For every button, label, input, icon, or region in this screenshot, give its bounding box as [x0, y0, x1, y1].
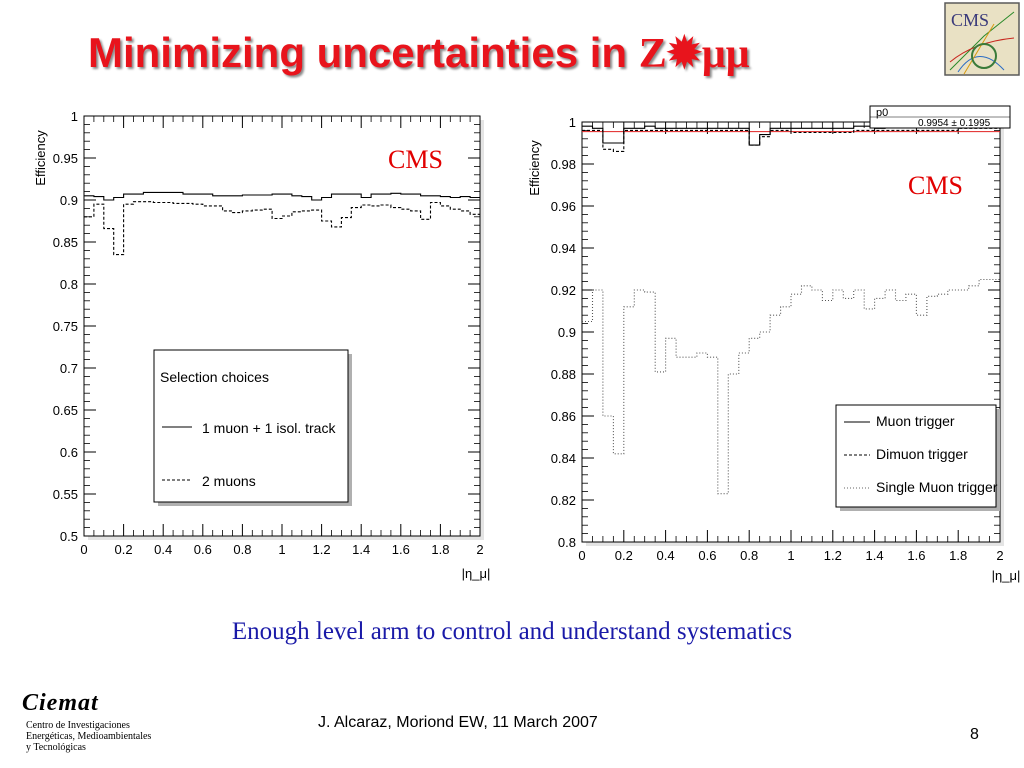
series-line-2 — [84, 201, 480, 256]
y-tick-label: 0.8 — [60, 277, 78, 292]
fit-box-label: p0 — [876, 107, 888, 119]
ciemat-line-3: y Tecnológicas — [26, 742, 86, 753]
x-tick-label: 1.4 — [352, 542, 370, 557]
legend-entry-2: 2 muons — [202, 473, 256, 489]
fit-box: p0 0.9954 ± 0.1995 — [869, 105, 1011, 129]
x-tick-label: 0.6 — [194, 542, 212, 557]
legend: Selection choices 1 muon + 1 isol. track… — [153, 349, 352, 506]
y-tick-label: 0.86 — [551, 409, 576, 424]
y-tick-label: 0.6 — [60, 445, 78, 460]
y-tick-label: 1 — [569, 115, 576, 130]
ciemat-subtitle: Centro de Investigaciones Energéticas, M… — [26, 720, 151, 753]
y-tick-label: 0.5 — [60, 529, 78, 544]
x-tick-label: 0.2 — [615, 548, 633, 563]
x-tick-label: 0.8 — [740, 548, 758, 563]
x-tick-label: 0.2 — [115, 542, 133, 557]
slide-caption: Enough level arm to control and understa… — [231, 618, 793, 645]
y-axis-label: Efficiency — [33, 130, 48, 186]
x-tick-label: 1.4 — [866, 548, 884, 563]
y-tick-label: 0.65 — [53, 403, 78, 418]
y-tick-label: 0.9 — [60, 193, 78, 208]
y-tick-label: 0.84 — [551, 451, 576, 466]
cms-label: CMS — [388, 145, 443, 174]
y-tick-label: 0.75 — [53, 319, 78, 334]
x-tick-label: 0 — [578, 548, 585, 563]
y-axis-label: Efficiency — [527, 140, 542, 196]
x-tick-label: 0 — [80, 542, 87, 557]
ciemat-logo: Ciemat Centro de Investigaciones Energét… — [22, 690, 212, 756]
legend-entry-1: 1 muon + 1 isol. track — [202, 420, 336, 436]
y-tick-label: 0.92 — [551, 283, 576, 298]
y-tick-label: 1 — [71, 109, 78, 124]
y-tick-label: 0.82 — [551, 493, 576, 508]
x-tick-label: 1.8 — [949, 548, 967, 563]
y-tick-label: 0.55 — [53, 487, 78, 502]
series-line-1 — [84, 191, 480, 201]
footer-credit: J. Alcaraz, Moriond EW, 11 March 2007 — [318, 714, 598, 731]
y-tick-label: 0.95 — [53, 151, 78, 166]
ciemat-line-2: Energéticas, Medioambientales — [26, 731, 152, 742]
cms-logo: CMS — [944, 2, 1020, 76]
x-tick-label: 0.8 — [233, 542, 251, 557]
x-tick-label: 1.8 — [431, 542, 449, 557]
title-prefix: Minimizing uncertainties in — [88, 29, 639, 76]
legend-entry-1: Muon trigger — [876, 413, 955, 429]
legend-entry-3: Single Muon trigger — [876, 479, 998, 495]
x-axis-label: |η_μ| — [462, 566, 491, 581]
x-tick-label: 0.4 — [154, 542, 172, 557]
x-tick-label: 1.6 — [907, 548, 925, 563]
y-tick-label: 0.9 — [558, 325, 576, 340]
x-tick-label: 2 — [476, 542, 483, 557]
x-tick-label: 2 — [996, 548, 1003, 563]
cms-logo-text: CMS — [951, 10, 989, 30]
y-tick-label: 0.94 — [551, 241, 576, 256]
efficiency-chart-trigger: 0.80.820.840.860.880.90.920.940.960.9810… — [527, 105, 1020, 583]
x-tick-label: 1.2 — [824, 548, 842, 563]
x-tick-label: 1 — [278, 542, 285, 557]
x-tick-label: 1.6 — [392, 542, 410, 557]
x-axis-label: |η_μ| — [992, 568, 1020, 583]
legend-entry-2: Dimuon trigger — [876, 446, 968, 462]
y-tick-label: 0.7 — [60, 361, 78, 376]
x-tick-label: 0.4 — [657, 548, 675, 563]
page-number: 8 — [970, 726, 979, 743]
y-tick-label: 0.98 — [551, 157, 576, 172]
x-tick-label: 0.6 — [698, 548, 716, 563]
legend: Muon trigger Dimuon trigger Single Muon … — [835, 404, 1000, 511]
series-line-2 — [582, 127, 1000, 152]
legend-title: Selection choices — [160, 369, 269, 385]
y-tick-label: 0.85 — [53, 235, 78, 250]
fit-box-value: 0.9954 ± 0.1995 — [918, 118, 991, 129]
y-tick-label: 0.8 — [558, 535, 576, 550]
slide-title: Minimizing uncertainties in Z✹μμ — [88, 28, 750, 78]
ciemat-name: Ciemat — [22, 690, 99, 716]
ciemat-line-1: Centro de Investigaciones — [26, 720, 130, 731]
y-tick-label: 0.96 — [551, 199, 576, 214]
efficiency-chart-selection: 0.5 0.55 0.6 0.65 0.7 0.75 0.8 0.85 0.9 0.95 1 0 0.2… — [33, 109, 491, 581]
title-symbol: Z✹μμ — [638, 31, 750, 77]
x-tick-label: 1.2 — [313, 542, 331, 557]
x-tick-label: 1 — [787, 548, 794, 563]
y-tick-label: 0.88 — [551, 367, 576, 382]
cms-label: CMS — [908, 171, 963, 200]
